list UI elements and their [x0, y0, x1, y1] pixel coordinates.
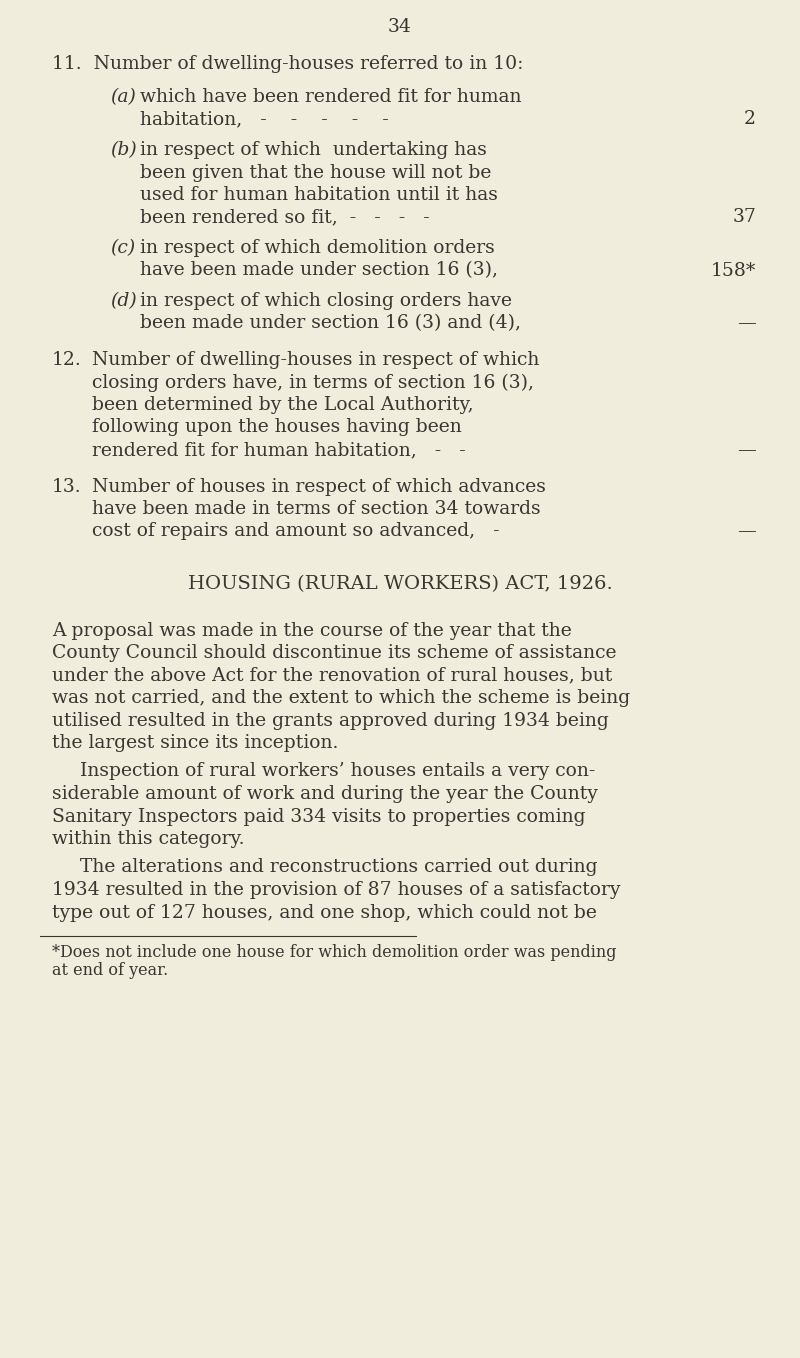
Text: Number of dwelling-houses in respect of which: Number of dwelling-houses in respect of … — [92, 350, 539, 369]
Text: (d): (d) — [110, 292, 137, 310]
Text: in respect of which  undertaking has: in respect of which undertaking has — [140, 141, 487, 159]
Text: been made under section 16 (3) and (4),: been made under section 16 (3) and (4), — [140, 315, 521, 333]
Text: (a): (a) — [110, 88, 136, 106]
Text: Sanitary Inspectors paid 334 visits to properties coming: Sanitary Inspectors paid 334 visits to p… — [52, 808, 586, 826]
Text: been determined by the Local Authority,: been determined by the Local Authority, — [92, 397, 474, 414]
Text: 1934 resulted in the provision of 87 houses of a satisfactory: 1934 resulted in the provision of 87 hou… — [52, 881, 621, 899]
Text: siderable amount of work and during the year the County: siderable amount of work and during the … — [52, 785, 598, 803]
Text: —: — — [737, 523, 756, 540]
Text: have been made in terms of section 34 towards: have been made in terms of section 34 to… — [92, 500, 541, 517]
Text: rendered fit for human habitation,   -   -: rendered fit for human habitation, - - — [92, 441, 466, 459]
Text: 11.  Number of dwelling-houses referred to in 10:: 11. Number of dwelling-houses referred t… — [52, 56, 523, 73]
Text: within this category.: within this category. — [52, 830, 245, 847]
Text: 13.: 13. — [52, 478, 82, 496]
Text: type out of 127 houses, and one shop, which could not be: type out of 127 houses, and one shop, wh… — [52, 903, 597, 922]
Text: cost of repairs and amount so advanced,   -: cost of repairs and amount so advanced, … — [92, 523, 500, 540]
Text: the largest since its inception.: the largest since its inception. — [52, 735, 338, 752]
Text: utilised resulted in the grants approved during 1934 being: utilised resulted in the grants approved… — [52, 712, 609, 729]
Text: County Council should discontinue its scheme of assistance: County Council should discontinue its sc… — [52, 644, 617, 661]
Text: been rendered so fit,  -   -   -   -: been rendered so fit, - - - - — [140, 209, 430, 227]
Text: The alterations and reconstructions carried out during: The alterations and reconstructions carr… — [80, 858, 598, 876]
Text: 158*: 158* — [710, 262, 756, 280]
Text: following upon the houses having been: following upon the houses having been — [92, 418, 462, 436]
Text: used for human habitation until it has: used for human habitation until it has — [140, 186, 498, 204]
Text: HOUSING (RURAL WORKERS) ACT, 1926.: HOUSING (RURAL WORKERS) ACT, 1926. — [188, 574, 612, 593]
Text: at end of year.: at end of year. — [52, 961, 168, 979]
Text: Number of houses in respect of which advances: Number of houses in respect of which adv… — [92, 478, 546, 496]
Text: —: — — [737, 441, 756, 459]
Text: 12.: 12. — [52, 350, 82, 369]
Text: was not carried, and the extent to which the scheme is being: was not carried, and the extent to which… — [52, 689, 630, 708]
Text: 37: 37 — [732, 209, 756, 227]
Text: under the above Act for the renovation of rural houses, but: under the above Act for the renovation o… — [52, 667, 612, 684]
Text: habitation,   -    -    -    -    -: habitation, - - - - - — [140, 110, 389, 129]
Text: (b): (b) — [110, 141, 137, 159]
Text: —: — — [737, 315, 756, 333]
Text: which have been rendered fit for human: which have been rendered fit for human — [140, 88, 522, 106]
Text: have been made under section 16 (3),: have been made under section 16 (3), — [140, 262, 498, 280]
Text: A proposal was made in the course of the year that the: A proposal was made in the course of the… — [52, 622, 572, 640]
Text: 34: 34 — [388, 18, 412, 37]
Text: closing orders have, in terms of section 16 (3),: closing orders have, in terms of section… — [92, 373, 534, 391]
Text: *Does not include one house for which demolition order was pending: *Does not include one house for which de… — [52, 944, 617, 961]
Text: 2: 2 — [744, 110, 756, 129]
Text: been given that the house will not be: been given that the house will not be — [140, 163, 491, 182]
Text: (c): (c) — [110, 239, 135, 257]
Text: in respect of which demolition orders: in respect of which demolition orders — [140, 239, 494, 257]
Text: in respect of which closing orders have: in respect of which closing orders have — [140, 292, 512, 310]
Text: Inspection of rural workers’ houses entails a very con-: Inspection of rural workers’ houses enta… — [80, 762, 595, 781]
